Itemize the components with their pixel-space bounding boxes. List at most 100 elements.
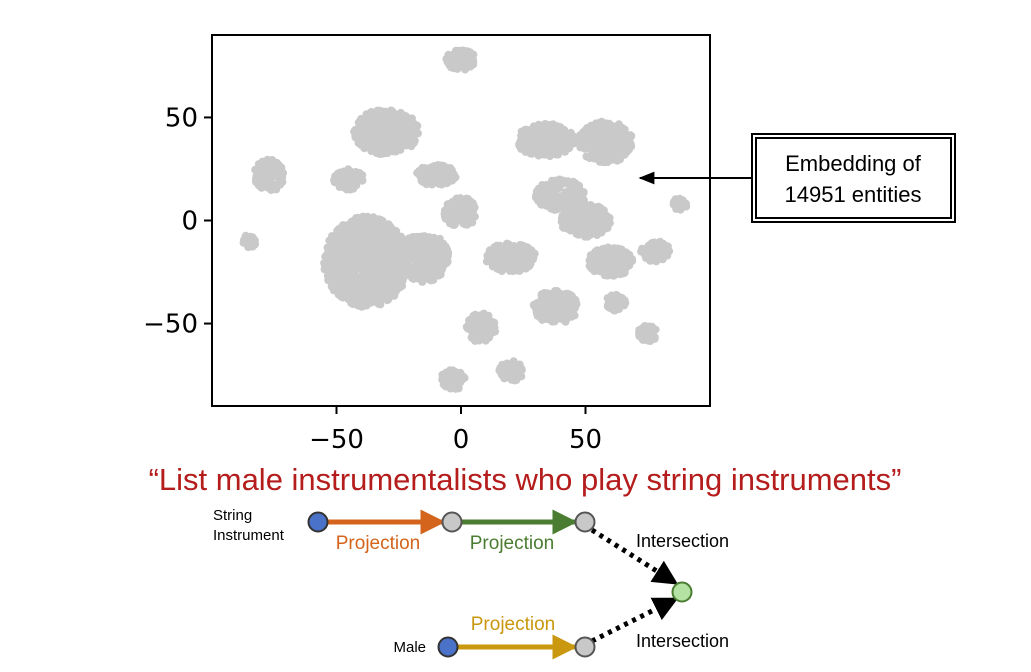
scatter-point bbox=[339, 167, 348, 176]
scatter-point bbox=[364, 254, 373, 263]
scatter-point bbox=[534, 184, 543, 193]
scatter-point bbox=[588, 256, 597, 265]
scatter-point bbox=[479, 327, 488, 336]
scatter-point bbox=[454, 202, 463, 211]
scatter-point bbox=[452, 61, 461, 70]
scatter-point bbox=[334, 272, 343, 280]
scatter-point bbox=[568, 189, 577, 198]
scatter-point bbox=[490, 243, 499, 252]
scatter-point bbox=[331, 285, 340, 294]
query-graph: String Instrument Male Projection Projec… bbox=[213, 507, 729, 660]
scatter-point bbox=[251, 239, 259, 248]
scatter-point bbox=[593, 143, 601, 152]
scatter-point bbox=[503, 258, 512, 267]
scatter-point bbox=[582, 223, 591, 232]
scatter-point bbox=[647, 247, 656, 256]
scatter-point bbox=[371, 236, 380, 245]
annotation-line-2: 14951 entities bbox=[785, 182, 922, 207]
scatter-point bbox=[334, 238, 343, 247]
scatter-point bbox=[537, 291, 546, 300]
scatter-point bbox=[469, 57, 478, 66]
scatter-point bbox=[548, 142, 557, 151]
scatter-point bbox=[442, 243, 451, 252]
y-tick-label: 50 bbox=[165, 103, 198, 133]
scatter-point bbox=[523, 146, 531, 155]
scatter-point bbox=[328, 242, 337, 250]
scatter-point bbox=[365, 219, 374, 228]
scatter-point bbox=[325, 269, 334, 278]
scatter-point bbox=[321, 261, 330, 270]
scatter-point bbox=[597, 157, 606, 166]
scatter-point bbox=[362, 271, 371, 280]
scatter-point bbox=[381, 110, 390, 119]
scatter-point bbox=[604, 243, 613, 252]
scatter-point bbox=[531, 144, 540, 153]
scatter-point bbox=[598, 225, 607, 234]
projection-label-1: Projection bbox=[336, 533, 421, 554]
scatter-point bbox=[402, 141, 410, 150]
scatter-point bbox=[277, 170, 285, 178]
scatter-point bbox=[433, 161, 442, 170]
scatter-point bbox=[381, 149, 390, 158]
scatter-point bbox=[270, 171, 279, 180]
scatter-point bbox=[526, 259, 535, 268]
scatter-point bbox=[597, 135, 606, 144]
scatter-point bbox=[518, 129, 527, 138]
scatter-point bbox=[337, 292, 346, 301]
scatter-point bbox=[527, 135, 536, 144]
scatter-point bbox=[373, 293, 382, 301]
scatter-point bbox=[415, 167, 424, 175]
scatter-point bbox=[540, 314, 549, 323]
scatter-point bbox=[410, 233, 419, 241]
scatter-point bbox=[588, 129, 597, 138]
scatter-point bbox=[341, 247, 350, 256]
scatter-point bbox=[619, 142, 628, 151]
scatter-point bbox=[273, 162, 282, 170]
scatter-point bbox=[548, 200, 557, 209]
scatter-point bbox=[480, 335, 489, 344]
scatter-point bbox=[580, 210, 589, 219]
scatter-point bbox=[581, 202, 590, 211]
scatter-point bbox=[395, 140, 404, 149]
scatter-point bbox=[495, 255, 504, 264]
scatter-point bbox=[585, 140, 594, 149]
scatter-point bbox=[391, 233, 400, 242]
scatter-point bbox=[469, 311, 478, 320]
annotation-line-1: Embedding of bbox=[785, 151, 922, 176]
scatter-point bbox=[567, 218, 576, 227]
scatter-point bbox=[640, 329, 649, 337]
scatter-point bbox=[600, 261, 609, 270]
scatter-point bbox=[389, 271, 398, 280]
scatter-point bbox=[422, 241, 431, 250]
scatter-point bbox=[380, 265, 389, 274]
scatter-point bbox=[406, 269, 415, 278]
scatter-point bbox=[434, 251, 443, 260]
scatter-point bbox=[338, 281, 347, 290]
scatter-point bbox=[558, 192, 567, 200]
scatter-point bbox=[368, 126, 376, 135]
scatter-point bbox=[551, 315, 560, 324]
intermediate-node-1 bbox=[441, 511, 463, 533]
scatter-point bbox=[373, 107, 382, 116]
scatter-point bbox=[440, 212, 449, 221]
scatter-point bbox=[362, 240, 371, 249]
y-tick-label: −50 bbox=[143, 310, 198, 340]
scatter-point bbox=[358, 171, 367, 180]
scatter-point bbox=[445, 207, 454, 216]
scatter-point bbox=[413, 256, 422, 264]
scatter-point bbox=[601, 141, 609, 150]
scatter-point bbox=[370, 144, 378, 152]
scatter-point bbox=[348, 248, 357, 257]
scatter-point bbox=[575, 136, 584, 145]
scatter-point bbox=[323, 249, 332, 258]
scatter-point bbox=[349, 264, 358, 273]
scatter-point bbox=[448, 366, 457, 375]
anchor-label-male: Male bbox=[393, 639, 426, 656]
scatter-point bbox=[544, 193, 553, 202]
scatter-point bbox=[622, 252, 631, 260]
intersection-label-2: Intersection bbox=[636, 631, 729, 651]
scatter-point bbox=[244, 243, 253, 252]
scatter-point bbox=[350, 231, 359, 240]
y-axis: 50 0 −50 bbox=[143, 103, 212, 340]
scatter-point bbox=[575, 181, 584, 190]
